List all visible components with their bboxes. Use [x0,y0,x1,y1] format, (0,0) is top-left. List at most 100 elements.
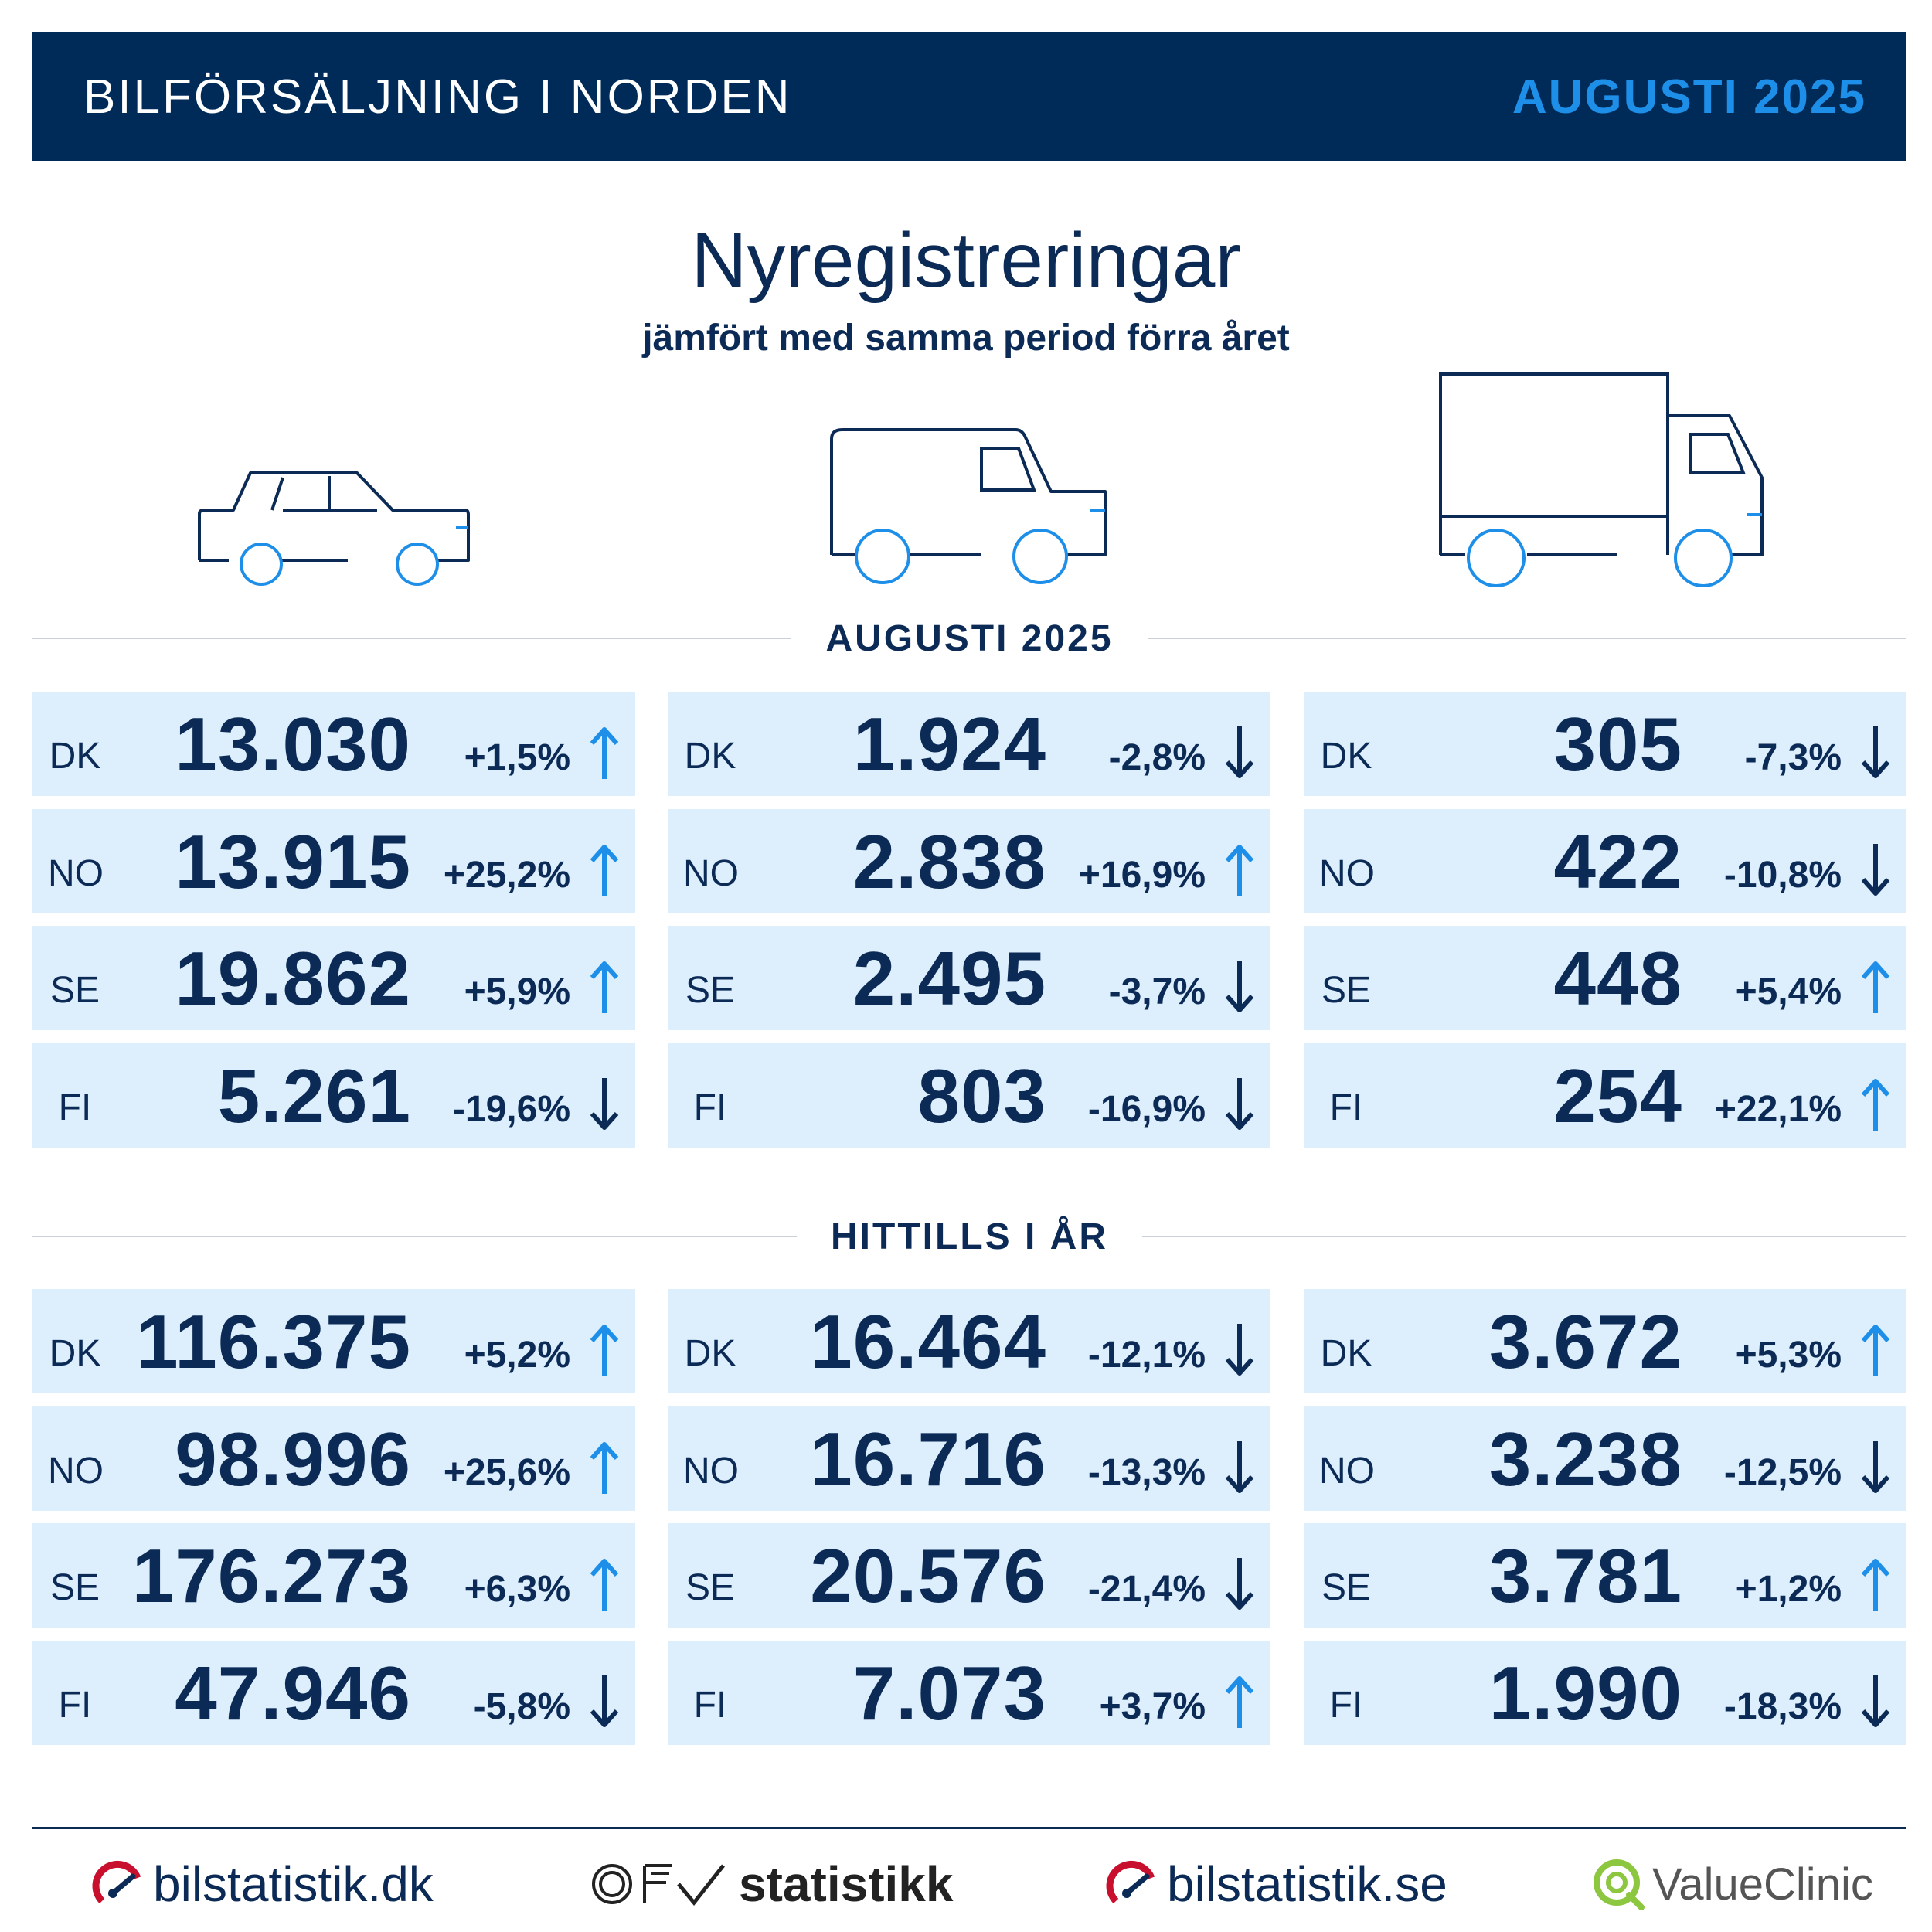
change-percent: +5,4% [1735,971,1842,1012]
change-percent: +16,9% [1078,855,1206,896]
arrow-down-icon [1225,1324,1254,1376]
country-code: DK [49,736,101,777]
arrow-up-icon [590,1325,619,1376]
registration-count: 803 [917,1053,1046,1138]
registration-count: 7.073 [852,1651,1046,1736]
arrow-up-icon [1861,1325,1890,1376]
stat-cell: FI 5.261 -19,6% [32,1043,635,1148]
page-subtitle: jämfört med samma period förra året [642,318,1290,359]
arrow-down-icon [1225,961,1254,1012]
bilstatistik-speedometer-icon [1106,1860,1155,1904]
stat-cell: NO 2.838 +16,9% [668,809,1270,913]
stat-cell: SE 20.576 -21,4% [668,1523,1270,1628]
page-title: Nyregistreringar [691,217,1241,304]
registration-count: 19.862 [175,936,411,1021]
arrow-down-icon [1225,726,1254,778]
change-percent: -13,3% [1087,1452,1206,1493]
arrow-down-icon [1861,1675,1890,1727]
change-percent: +25,2% [443,855,570,896]
arrow-up-icon [1225,1676,1254,1728]
bilstatistik-speedometer-icon [92,1860,141,1904]
logo-valueclinic[interactable]: ValueClinic [1590,1853,1873,1915]
arrow-up-icon [1861,1079,1890,1131]
change-percent: +1,5% [464,737,570,778]
stat-cell: NO 3.238 -12,5% [1304,1406,1906,1511]
arrow-up-icon [1861,961,1890,1013]
arrow-down-icon [1861,726,1890,778]
section-header-ytd: HITTILLS I ÅR [32,1213,1906,1260]
arrow-down-icon [1861,1441,1890,1493]
change-percent: -18,3% [1723,1686,1842,1727]
country-code: NO [48,853,104,894]
arrow-up-icon [590,845,619,896]
arrow-down-icon [1861,844,1890,896]
country-code: NO [1319,1451,1375,1492]
change-percent: -12,1% [1087,1335,1206,1376]
arrow-up-icon [1225,845,1254,896]
logo-bilstatistik-se[interactable]: bilstatistik.se [1105,1853,1447,1915]
header-date: AUGUSTI 2025 [1512,70,1866,124]
country-code: NO [1319,853,1375,894]
country-code: FI [58,1685,92,1726]
arrow-down-icon [1225,1558,1254,1610]
country-code: DK [49,1333,101,1374]
arrow-down-icon [1225,1441,1254,1493]
logo-ofv-statistikk[interactable]: statistikk [589,1853,953,1915]
registration-count: 116.375 [136,1299,411,1384]
truck-icon [1439,372,1764,587]
section-label: AUGUSTI 2025 [825,617,1114,659]
arrow-up-icon [590,727,619,779]
country-code: DK [1320,1333,1372,1374]
logo-bilstatistik-dk[interactable]: bilstatistik.dk [91,1853,434,1915]
registration-count: 3.238 [1488,1417,1682,1502]
arrow-down-icon [1225,1078,1254,1130]
change-percent: -3,7% [1108,971,1206,1012]
registration-count: 176.273 [131,1533,411,1618]
country-code: SE [49,970,100,1011]
registration-count: 305 [1553,702,1682,787]
country-code: DK [1320,736,1372,777]
stat-cell: FI 47.946 -5,8% [32,1641,635,1745]
divider-line [1141,1236,1906,1237]
change-percent: -16,9% [1087,1089,1206,1130]
registration-count: 422 [1553,819,1682,904]
registration-count: 13.915 [175,819,411,904]
arrow-up-icon [590,961,619,1013]
country-code: FI [1329,1087,1363,1128]
registration-count: 1.924 [852,702,1046,787]
stat-cell: DK 16.464 -12,1% [668,1289,1270,1393]
registration-count: 3.781 [1488,1533,1682,1618]
section-label: HITTILLS I ÅR [831,1216,1108,1257]
divider-line [32,1236,798,1237]
change-percent: -10,8% [1723,855,1842,896]
registration-count: 2.838 [852,819,1046,904]
arrow-down-icon [590,1675,619,1727]
car-icon [198,471,470,586]
country-code: NO [48,1451,104,1492]
stat-cell: DK 3.672 +5,3% [1304,1289,1906,1393]
change-percent: -5,8% [473,1686,570,1727]
stat-cell: NO 98.996 +25,6% [32,1406,635,1511]
registration-count: 1.990 [1488,1651,1682,1736]
logo-text: statistikk [739,1856,954,1912]
arrow-up-icon [1861,1559,1890,1611]
registration-count: 98.996 [175,1417,411,1502]
country-code: DK [684,736,736,777]
change-percent: +3,7% [1099,1686,1206,1727]
stat-cell: DK 305 -7,3% [1304,692,1906,796]
stat-cell: FI 7.073 +3,7% [668,1641,1270,1745]
change-percent: +5,2% [464,1335,570,1376]
change-percent: -12,5% [1723,1452,1842,1493]
country-code: FI [1329,1685,1363,1726]
stat-cell: SE 19.862 +5,9% [32,926,635,1030]
change-percent: -19,6% [452,1089,570,1130]
country-code: SE [1321,1567,1372,1608]
arrow-up-icon [590,1559,619,1611]
country-code: FI [693,1087,727,1128]
stat-cell: SE 3.781 +1,2% [1304,1523,1906,1628]
registration-count: 5.261 [217,1053,411,1138]
ofv-logo-icon [592,1864,725,1906]
country-code: SE [685,970,736,1011]
footer-divider [32,1827,1906,1829]
change-percent: +22,1% [1714,1089,1842,1130]
